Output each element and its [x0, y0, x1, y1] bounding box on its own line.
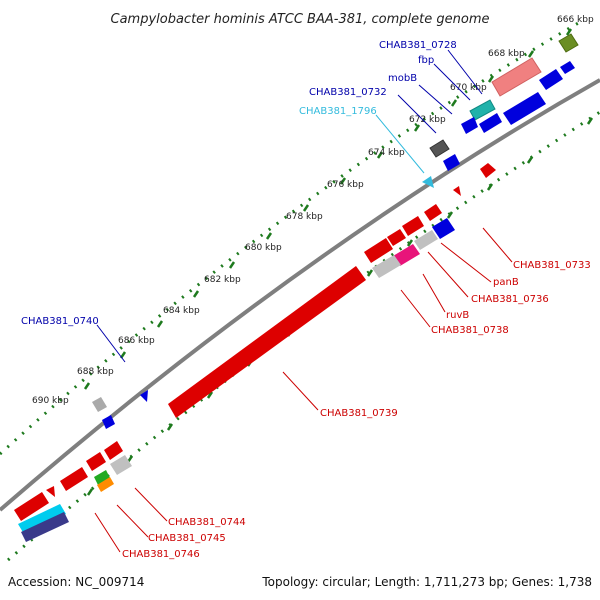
kbp-label: 678 kbp: [286, 212, 323, 222]
gene-label[interactable]: mobB: [388, 73, 417, 84]
gene-arrow[interactable]: [104, 441, 123, 460]
gene-label[interactable]: CHAB381_0740: [21, 316, 99, 327]
gene-arrow[interactable]: [387, 229, 406, 246]
reverse-strand-genes: [14, 163, 496, 542]
gene-arrow[interactable]: [453, 186, 461, 196]
gene-arrow[interactable]: [86, 452, 106, 471]
gene-arrow[interactable]: [168, 266, 366, 418]
gene-arrow[interactable]: [424, 204, 442, 221]
gene-arrow[interactable]: [480, 163, 496, 178]
gene-arrow[interactable]: [432, 218, 455, 239]
kbp-label: 674 kbp: [368, 148, 405, 158]
gene-arrow[interactable]: [479, 113, 502, 133]
genome-backbone: [0, 78, 600, 512]
gene-label[interactable]: CHAB381_0746: [122, 549, 200, 560]
kbp-label: 672 kbp: [409, 115, 446, 125]
label-leader-lines: [94, 49, 513, 553]
forward-strand-genes: [92, 33, 579, 429]
gene-label[interactable]: CHAB381_0745: [148, 533, 226, 544]
kbp-label: 670 kbp: [450, 83, 487, 93]
gene-arrow[interactable]: [18, 504, 66, 534]
gene-arrow[interactable]: [443, 154, 460, 171]
kbp-label: 684 kbp: [163, 306, 200, 316]
genome-summary: Topology: circular; Length: 1,711,273 bp…: [261, 575, 592, 589]
outer-major-ticks: [83, 28, 573, 390]
gene-arrow[interactable]: [491, 57, 542, 97]
inner-tick-ring: [7, 110, 600, 562]
gene-label[interactable]: CHAB381_0744: [168, 517, 246, 528]
gene-arrow[interactable]: [469, 99, 496, 121]
kbp-label: 686 kbp: [118, 336, 155, 346]
accession-label: Accession: NC_009714: [8, 575, 144, 589]
map-title: Campylobacter hominis ATCC BAA-381, comp…: [111, 12, 490, 27]
gene-arrow[interactable]: [503, 92, 546, 125]
gene-label[interactable]: CHAB381_0738: [431, 325, 509, 336]
gene-arrow[interactable]: [94, 470, 110, 485]
kbp-label: 680 kbp: [245, 243, 282, 253]
gene-arrow[interactable]: [558, 33, 579, 53]
gene-arrow[interactable]: [560, 61, 575, 74]
kbp-label: 668 kbp: [488, 49, 525, 59]
gene-arrow[interactable]: [422, 176, 434, 188]
gene-arrow[interactable]: [92, 397, 107, 412]
gene-arrow[interactable]: [140, 390, 148, 402]
gene-label[interactable]: CHAB381_0733: [513, 260, 591, 271]
gene-arrow[interactable]: [539, 69, 563, 90]
gene-label[interactable]: CHAB381_0739: [320, 408, 398, 419]
gene-label[interactable]: CHAB381_0736: [471, 294, 549, 305]
gene-arrow[interactable]: [21, 512, 69, 542]
kbp-label: 666 kbp: [557, 15, 594, 25]
kbp-label: 690 kbp: [32, 396, 69, 406]
gene-arrow[interactable]: [110, 455, 132, 475]
outer-tick-ring: [0, 20, 581, 456]
gene-label[interactable]: ruvB: [446, 310, 469, 321]
gene-arrow[interactable]: [393, 244, 420, 266]
gene-label[interactable]: CHAB381_0728: [379, 40, 457, 51]
gene-arrow[interactable]: [429, 139, 450, 158]
gene-arrow[interactable]: [46, 486, 55, 497]
gene-arrow[interactable]: [102, 415, 115, 429]
gene-labels: CHAB381_0728 fbp mobB CHAB381_0732 CHAB3…: [21, 40, 591, 560]
gene-arrow[interactable]: [414, 230, 438, 250]
gene-arrow[interactable]: [14, 492, 49, 521]
gene-label[interactable]: CHAB381_1796: [299, 106, 377, 117]
kbp-label: 682 kbp: [204, 275, 241, 285]
gene-label[interactable]: CHAB381_0732: [309, 87, 387, 98]
gene-arrow[interactable]: [461, 117, 478, 134]
gene-label[interactable]: fbp: [418, 55, 434, 66]
gene-arrow[interactable]: [402, 216, 424, 236]
kbp-label: 688 kbp: [77, 367, 114, 377]
gene-arrow[interactable]: [372, 255, 401, 278]
gene-arrow[interactable]: [60, 467, 88, 491]
gene-arrow[interactable]: [364, 238, 393, 263]
gene-label[interactable]: panB: [493, 277, 519, 288]
gene-arrow[interactable]: [97, 477, 114, 492]
kbp-label: 676 kbp: [327, 180, 364, 190]
